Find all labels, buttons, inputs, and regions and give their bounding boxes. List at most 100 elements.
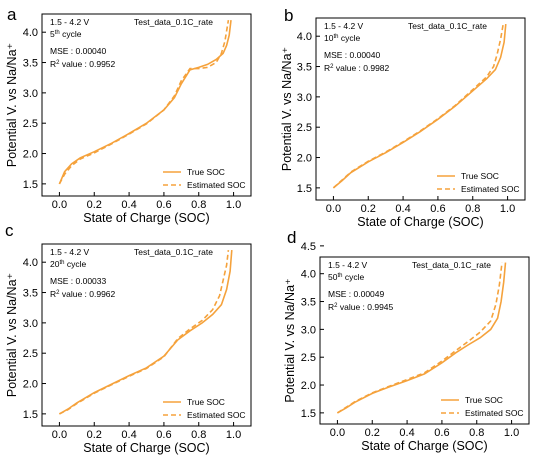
x-tick-label: 0.4 xyxy=(121,429,136,441)
y-tick-label: 1.5 xyxy=(297,183,312,195)
voltage-range-label: 1.5 - 4.2 V xyxy=(50,247,90,257)
mse-label: MSE : 0.00040 xyxy=(324,50,381,60)
legend-label: Estimated SOC xyxy=(187,410,246,420)
r2-label: R2 value : 0.9962 xyxy=(50,289,116,299)
x-tick-label: 0.0 xyxy=(330,427,345,439)
y-tick-label: 2.5 xyxy=(297,122,312,134)
series-line-true xyxy=(59,250,233,415)
legend-label: Estimated SOC xyxy=(461,184,520,194)
y-tick-label: 3.0 xyxy=(301,324,316,336)
y-tick-label: 4.0 xyxy=(301,269,316,281)
y-tick-label: 1.5 xyxy=(301,408,316,420)
y-tick-label: 2.5 xyxy=(23,118,38,130)
x-tick-label: 0.2 xyxy=(365,427,380,439)
x-tick-label: 0.6 xyxy=(430,203,445,215)
series-line-estimated xyxy=(59,250,230,415)
x-tick-label: 0.0 xyxy=(52,199,67,211)
y-tick-label: 4.0 xyxy=(297,31,312,43)
panel-letter: a xyxy=(7,5,17,24)
series-line-estimated xyxy=(332,23,504,189)
y-tick-label: 4.0 xyxy=(23,27,38,39)
r2-label: R2 value : 0.9982 xyxy=(324,63,390,73)
y-tick-label: 1.5 xyxy=(23,409,38,421)
legend-label: True SOC xyxy=(465,395,503,405)
plot-frame xyxy=(41,13,252,197)
x-tick-label: 0.2 xyxy=(361,203,376,215)
x-tick-label: 1.0 xyxy=(500,203,515,215)
voltage-range-label: 1.5 - 4.2 V xyxy=(324,21,364,31)
cycle-label: 20th cycle xyxy=(50,259,86,269)
cycle-label: 10th cycle xyxy=(324,33,360,43)
y-tick-label: 3.5 xyxy=(297,62,312,74)
legend-label: Estimated SOC xyxy=(465,408,524,418)
y-tick-label: 4.0 xyxy=(23,257,38,269)
plot-frame xyxy=(319,256,530,425)
panel-letter: d xyxy=(287,228,296,247)
x-axis-label: State of Charge (SOC) xyxy=(361,439,487,453)
y-tick-label: 3.5 xyxy=(301,297,316,309)
x-tick-label: 0.6 xyxy=(156,429,171,441)
mse-label: MSE : 0.00049 xyxy=(328,289,385,299)
x-axis-label: State of Charge (SOC) xyxy=(357,215,483,229)
series-line-true xyxy=(337,262,507,414)
dataset-label: Test_data_0.1C_rate xyxy=(408,21,487,31)
panel-letter: c xyxy=(5,221,14,240)
chart-panel-a: a 0.0 0.2 0.4 0.6 0.8 1.0 1.5 2.0 2.5 3.0 3.5 4.0 Sta… xyxy=(5,5,252,225)
legend-label: True SOC xyxy=(187,167,225,177)
series-line-true xyxy=(58,20,232,185)
x-tick-label: 0.8 xyxy=(191,199,206,211)
legend-label: True SOC xyxy=(187,397,225,407)
y-tick-label: 2.5 xyxy=(23,348,38,360)
legend-label: True SOC xyxy=(461,171,499,181)
panel-letter: b xyxy=(284,6,293,25)
y-axis-label: Potential V. vs Na/Na⁺ xyxy=(280,47,294,171)
x-tick-label: 0.4 xyxy=(399,427,414,439)
y-tick-label: 3.0 xyxy=(297,92,312,104)
x-tick-label: 0.8 xyxy=(465,203,480,215)
x-tick-label: 1.0 xyxy=(226,199,241,211)
y-axis-label: Potential V. vs Na/Na⁺ xyxy=(5,273,19,397)
plot-frame xyxy=(41,243,252,427)
x-tick-label: 0.2 xyxy=(87,199,102,211)
y-tick-label: 2.5 xyxy=(301,352,316,364)
x-tick-label: 0.4 xyxy=(121,199,136,211)
x-tick-label: 1.0 xyxy=(504,427,519,439)
y-axis-label: Potential V. vs Na/Na⁺ xyxy=(5,43,19,167)
y-tick-label: 2.0 xyxy=(23,149,38,161)
x-tick-label: 0.8 xyxy=(191,429,206,441)
dataset-label: Test_data_0.1C_rate xyxy=(134,17,213,27)
x-tick-label: 0.6 xyxy=(434,427,449,439)
x-tick-label: 0.0 xyxy=(52,429,67,441)
y-tick-label: 3.0 xyxy=(23,318,38,330)
y-tick-label: 2.0 xyxy=(301,380,316,392)
x-tick-label: 0.2 xyxy=(87,429,102,441)
x-axis-label: State of Charge (SOC) xyxy=(83,211,209,225)
x-tick-label: 0.8 xyxy=(469,427,484,439)
voltage-range-label: 1.5 - 4.2 V xyxy=(328,260,368,270)
series-line-estimated xyxy=(58,19,230,185)
x-axis-label: State of Charge (SOC) xyxy=(83,441,209,455)
chart-panel-b: b 0.0 0.2 0.4 0.6 0.8 1.0 1.5 2.0 2.5 3.0 3.5 4.0 Sta… xyxy=(280,6,526,229)
chart-panel-c: c 0.0 0.2 0.4 0.6 0.8 1.0 1.5 2.0 2.5 3.0 3.5 4.0 Sta… xyxy=(5,221,252,455)
plot-frame xyxy=(315,17,526,201)
cycle-label: 5th cycle xyxy=(50,29,82,39)
x-tick-label: 0.0 xyxy=(326,203,341,215)
dataset-label: Test_data_0.1C_rate xyxy=(134,247,213,257)
r2-label: R2 value : 0.9945 xyxy=(328,302,394,312)
legend-label: Estimated SOC xyxy=(187,180,246,190)
y-tick-label: 3.0 xyxy=(23,88,38,100)
x-tick-label: 1.0 xyxy=(226,429,241,441)
mse-label: MSE : 0.00033 xyxy=(50,276,107,286)
mse-label: MSE : 0.00040 xyxy=(50,46,107,56)
voltage-range-label: 1.5 - 4.2 V xyxy=(50,17,90,27)
x-tick-label: 0.6 xyxy=(156,199,171,211)
chart-panel-d: d 0.0 0.2 0.4 0.6 0.8 1.0 1.5 2.0 2.5 3.0 3.5 4.0 4.5… xyxy=(283,228,530,453)
y-tick-label: 1.5 xyxy=(23,179,38,191)
r2-label: R2 value : 0.9952 xyxy=(50,59,116,69)
y-axis-label: Potential V. vs Na/Na⁺ xyxy=(283,278,297,402)
y-tick-label: 2.0 xyxy=(297,153,312,165)
y-tick-label: 2.0 xyxy=(23,379,38,391)
y-tick-label: 3.5 xyxy=(23,288,38,300)
series-line-estimated xyxy=(336,262,503,414)
